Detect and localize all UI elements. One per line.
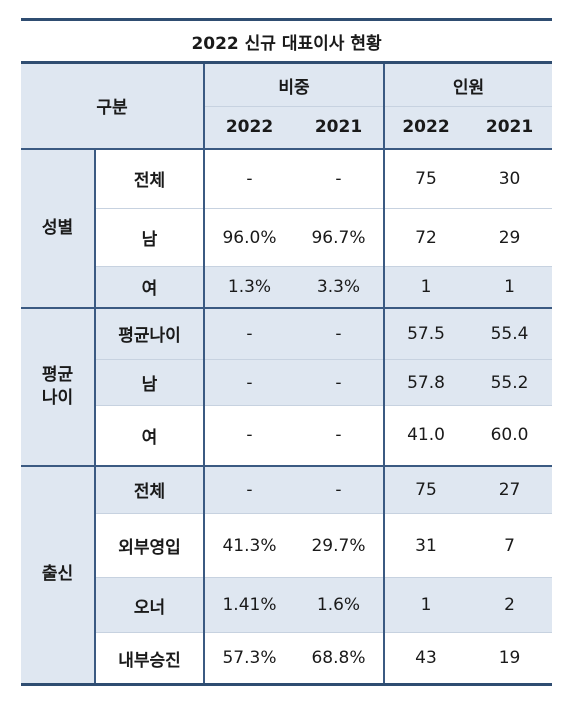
row-label: 평균나이 [95, 306, 205, 360]
count-year-2021: 2021 [467, 106, 553, 149]
table-row: 여 1.3% 3.3% 1 1 [21, 266, 553, 308]
table-row: 평균 나이 평균나이 - - 57.5 55.4 [21, 306, 553, 466]
cell-count-2021: 60.0 [490, 425, 529, 446]
cell-share-2022: 57.3% [204, 632, 294, 686]
cell-count-2021: 19 [467, 632, 553, 686]
cell-share-2021: 1.6% [294, 577, 385, 633]
table-row: 남 - - 57.8 55.2 [21, 359, 553, 406]
row-label: 외부영입 [95, 513, 205, 578]
cell-count-2021: 30 [467, 147, 553, 209]
cell-share-2022: 1.3% [204, 266, 294, 308]
cell-count-2021: 27 [467, 464, 553, 514]
table-row: 성별 전체 - - 75 30 [21, 147, 553, 308]
cell-share-2022: - [204, 306, 294, 360]
cell-share-2021: 96.7% [294, 208, 385, 267]
table-row: 출신 전체 - - 75 27 [21, 464, 553, 686]
row-label: 오너 [95, 577, 205, 633]
cell-count-2021: 2 [467, 577, 553, 633]
table-row: 여 - - 41.0 60.0 [21, 405, 552, 466]
cell-share-2022: 1.41% [204, 577, 294, 633]
group-label-line: 평균 [41, 364, 74, 385]
cell-count-2022: 31 [384, 513, 467, 578]
count-header: 인원 [384, 61, 553, 107]
table-row: 내부승진 57.3% 68.8% 43 19 [21, 632, 553, 686]
cell-count-2021: 7 [467, 513, 553, 578]
row-label: 전체 [95, 464, 205, 514]
row-label: 남 [95, 359, 205, 406]
table-row: 외부영입 41.3% 29.7% 31 7 [21, 513, 553, 578]
cell-count-2022: 43 [384, 632, 467, 686]
group-label-line: 나이 [41, 387, 74, 408]
row-label: 전체 [95, 147, 205, 209]
cell-count-2022: 75 [384, 464, 467, 514]
cell-share-2021: - [294, 147, 385, 209]
cell-share-2022: - [204, 147, 294, 209]
row-label: 내부승진 [95, 632, 205, 686]
cell-share-2021: - [294, 359, 385, 406]
group-label-origin: 출신 [21, 464, 96, 686]
cell-share-2021: - [294, 306, 385, 360]
group-label-average-age: 평균 나이 [21, 306, 96, 466]
cell-count-2022: 57.8 [384, 359, 467, 406]
cell-share-2022: - [246, 425, 253, 446]
cell-share-2021: - [294, 405, 385, 466]
cell-count-2021: 55.4 [467, 306, 553, 360]
cell-count-2022: 75 [384, 147, 467, 209]
table-row: 오너 1.41% 1.6% 1 2 [21, 577, 553, 633]
count-year-2022: 2022 [384, 106, 467, 149]
share-year-2021: 2021 [294, 106, 385, 149]
cell-count-2022: 1 [384, 266, 467, 308]
cell-count-2021: 29 [467, 208, 553, 267]
cell-count-2022: 1 [384, 577, 467, 633]
share-header: 비중 [204, 61, 385, 107]
group-label-gender: 성별 [21, 147, 96, 308]
cell-count-2022: 41.0 [407, 425, 445, 446]
cell-share-2021: 68.8% [294, 632, 385, 686]
cell-count-2021: 55.2 [467, 359, 553, 406]
table-row: 남 96.0% 96.7% 72 29 [21, 208, 553, 267]
row-label: 여 [95, 405, 205, 466]
share-year-2022: 2022 [204, 106, 294, 149]
row-label: 남 [95, 208, 205, 267]
executive-stats-table: 2022 신규 대표이사 현황 구분 비중 인원 2022 2021 2022 … [21, 18, 553, 686]
cell-share-2022: 41.3% [204, 513, 294, 578]
cell-share-2021: - [294, 464, 385, 514]
category-header: 구분 [21, 61, 205, 149]
cell-count-2021: 1 [467, 266, 553, 308]
cell-share-2022: - [204, 359, 294, 406]
cell-share-2021: 29.7% [294, 513, 385, 578]
cell-count-2022: 57.5 [384, 306, 467, 360]
cell-share-2021: 3.3% [294, 266, 385, 308]
cell-share-2022: - [204, 464, 294, 514]
cell-count-2022: 72 [384, 208, 467, 267]
cell-share-2022: 96.0% [204, 208, 294, 267]
table-title: 2022 신규 대표이사 현황 [21, 18, 553, 63]
row-label: 여 [95, 266, 205, 308]
